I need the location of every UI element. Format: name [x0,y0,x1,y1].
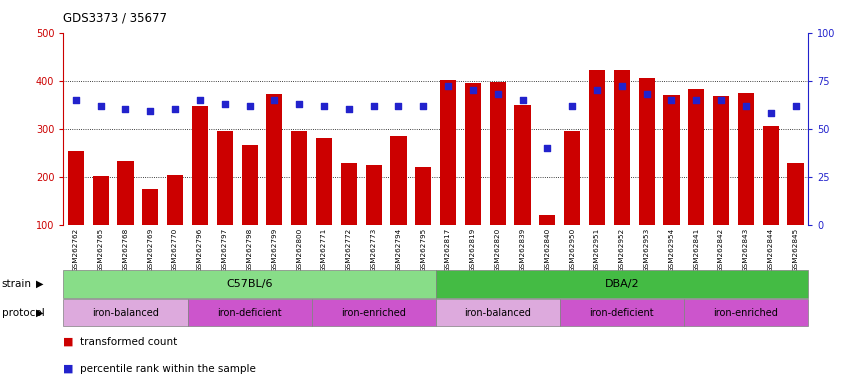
Bar [713,96,729,225]
Point [516,97,530,103]
Bar [291,131,307,225]
Bar [390,136,407,225]
Bar [684,299,808,326]
Bar [92,176,109,225]
Point [94,103,107,109]
Bar [436,270,808,298]
Text: ■: ■ [63,364,74,374]
Text: iron-balanced: iron-balanced [464,308,531,318]
Text: C57BL/6: C57BL/6 [227,279,272,289]
Bar [241,146,258,225]
Bar [539,215,556,225]
Bar [688,89,705,225]
Point [591,87,604,93]
Bar [192,106,208,225]
Text: transformed count: transformed count [80,337,178,347]
Bar [589,70,605,225]
Text: GDS3373 / 35677: GDS3373 / 35677 [63,12,168,25]
Point [367,103,381,109]
Bar [464,83,481,225]
Bar [639,78,655,225]
Bar [118,161,134,225]
Point [491,91,504,97]
Point [218,101,232,107]
Bar [266,94,283,225]
Bar [564,131,580,225]
Bar [365,165,382,225]
Bar [167,175,184,225]
Point [541,145,554,151]
Point [193,97,206,103]
Point [342,106,355,113]
Bar [490,82,506,225]
Point [565,103,579,109]
Text: iron-balanced: iron-balanced [92,308,159,318]
Point [442,83,455,89]
Text: iron-deficient: iron-deficient [590,308,654,318]
Bar [68,151,84,225]
Text: ■: ■ [63,337,74,347]
Point [665,97,678,103]
Text: protocol: protocol [2,308,45,318]
Bar [762,126,779,225]
Text: DBA/2: DBA/2 [605,279,639,289]
Bar [63,270,436,298]
Bar [560,299,684,326]
Bar [217,131,233,225]
Point [640,91,653,97]
Bar [188,299,311,326]
Bar [788,163,804,225]
Bar [663,95,679,225]
Bar [341,163,357,225]
Point [69,97,83,103]
Point [689,97,703,103]
Point [615,83,629,89]
Bar [514,105,530,225]
Bar [415,167,431,225]
Text: strain: strain [2,279,31,289]
Point [788,103,802,109]
Point [243,103,256,109]
Bar [440,80,456,225]
Text: ▶: ▶ [36,279,43,289]
Bar [142,189,158,225]
Bar [316,138,332,225]
Bar [63,299,188,326]
Point [392,103,405,109]
Text: iron-deficient: iron-deficient [217,308,282,318]
Point [267,97,281,103]
Bar [613,70,630,225]
Point [466,87,480,93]
Text: iron-enriched: iron-enriched [713,308,778,318]
Bar [738,93,754,225]
Point [144,108,157,114]
Point [293,101,306,107]
Point [118,106,132,113]
Point [317,103,331,109]
Point [739,103,753,109]
Bar [436,299,560,326]
Point [168,106,182,113]
Text: iron-enriched: iron-enriched [341,308,406,318]
Point [714,97,728,103]
Point [764,110,777,116]
Point [416,103,430,109]
Bar [311,299,436,326]
Text: ▶: ▶ [36,308,43,318]
Text: percentile rank within the sample: percentile rank within the sample [80,364,256,374]
